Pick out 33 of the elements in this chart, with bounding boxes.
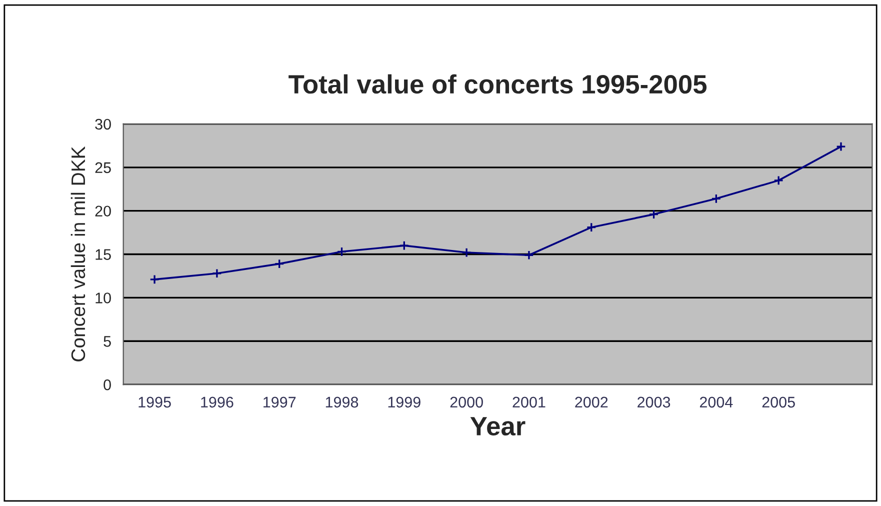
point [336, 246, 347, 257]
chart-title: Total value of concerts 1995-2005 [288, 74, 707, 94]
point [836, 142, 846, 152]
point [711, 194, 722, 204]
x-tick-label: 1996 [201, 396, 234, 408]
point [462, 248, 472, 258]
y-tick-label: 20 [95, 206, 111, 217]
x-tick-label: 2004 [700, 396, 733, 408]
y-tick-label: 15 [96, 249, 111, 260]
x-tick-label: 1998 [326, 396, 358, 408]
x-tick-label: 2001 [512, 396, 546, 408]
point [399, 240, 410, 251]
x-tick-label: 2005 [762, 396, 795, 408]
x-tick-label: 1997 [264, 396, 296, 408]
y-axis-title: Concert value in mil DKK [70, 146, 86, 362]
x-tick-label: 2000 [450, 396, 483, 408]
point [274, 258, 284, 269]
point [150, 274, 160, 284]
x-axis-title: Year [470, 417, 526, 436]
y-tick-label: 5 [104, 336, 111, 347]
x-tick-label: 2002 [575, 396, 608, 408]
x-tick-label: 1995 [138, 396, 171, 408]
point [212, 268, 222, 278]
x-tick-label: 2003 [638, 396, 670, 408]
point [774, 175, 784, 186]
y-tick-label: 0 [104, 379, 111, 390]
point [524, 250, 534, 260]
point [586, 222, 596, 232]
y-tick-label: 25 [95, 162, 111, 174]
y-tick-label: 30 [95, 118, 111, 130]
x-tick-label: 1999 [388, 396, 420, 408]
point [648, 209, 659, 220]
y-tick-label: 10 [96, 292, 111, 304]
